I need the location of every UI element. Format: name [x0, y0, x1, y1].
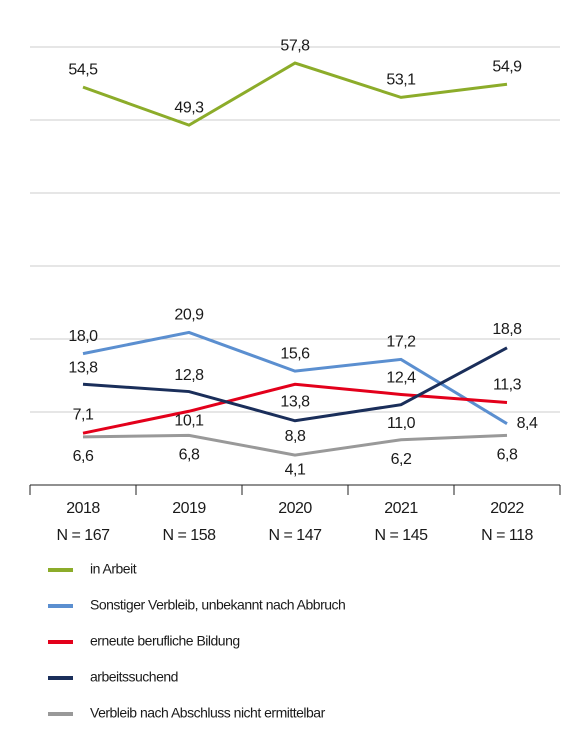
series-line [82, 330, 508, 425]
data-label: 18,8 [492, 321, 522, 338]
data-label: 53,1 [386, 72, 416, 89]
data-label: 13,8 [68, 359, 98, 376]
data-label: 6,8 [179, 447, 200, 464]
data-label: 8,4 [517, 415, 538, 432]
x-tick-label: 2018 [66, 500, 100, 517]
data-label: 57,8 [280, 37, 310, 54]
data-label: 6,2 [391, 451, 412, 468]
data-label: 13,8 [280, 393, 310, 410]
data-label: 11,3 [493, 377, 522, 394]
data-label: 54,9 [492, 58, 522, 75]
data-label: 20,9 [174, 307, 204, 324]
data-label: 11,0 [387, 415, 416, 432]
series-line [82, 346, 508, 423]
series-line [82, 382, 508, 435]
data-label: 4,1 [285, 461, 306, 478]
series-line [82, 433, 508, 457]
x-tick-sublabel: N = 145 [375, 527, 429, 544]
data-label: 12,8 [174, 367, 204, 384]
data-label: 12,4 [386, 370, 416, 387]
data-label: 18,0 [68, 328, 98, 345]
x-tick-sublabel: N = 158 [163, 527, 217, 544]
legend-label: Verbleib nach Abschluss nicht ermittelba… [90, 705, 326, 721]
x-tick-label: 2022 [490, 500, 524, 517]
data-label: 6,8 [497, 447, 518, 464]
data-label: 54,5 [68, 61, 98, 78]
data-label: 7,1 [73, 406, 94, 423]
x-tick-label: 2021 [384, 500, 418, 517]
data-label: 15,6 [280, 345, 310, 362]
data-label: 8,8 [285, 428, 306, 445]
series-line [82, 61, 508, 127]
legend-label: erneute berufliche Bildung [90, 633, 240, 649]
legend-label: Sonstiger Verbleib, unbekannt nach Abbru… [90, 597, 345, 613]
legend-label: arbeitssuchend [90, 669, 178, 685]
x-tick-label: 2019 [172, 500, 206, 517]
x-tick-label: 2020 [278, 500, 312, 517]
data-label: 49,3 [174, 99, 204, 116]
x-tick-sublabel: N = 118 [481, 527, 533, 544]
data-label: 6,6 [73, 448, 94, 465]
data-label: 10,1 [174, 412, 204, 429]
data-label: 17,2 [386, 334, 416, 351]
x-tick-sublabel: N = 147 [269, 527, 323, 544]
legend-label: in Arbeit [90, 561, 137, 577]
x-tick-sublabel: N = 167 [57, 527, 111, 544]
